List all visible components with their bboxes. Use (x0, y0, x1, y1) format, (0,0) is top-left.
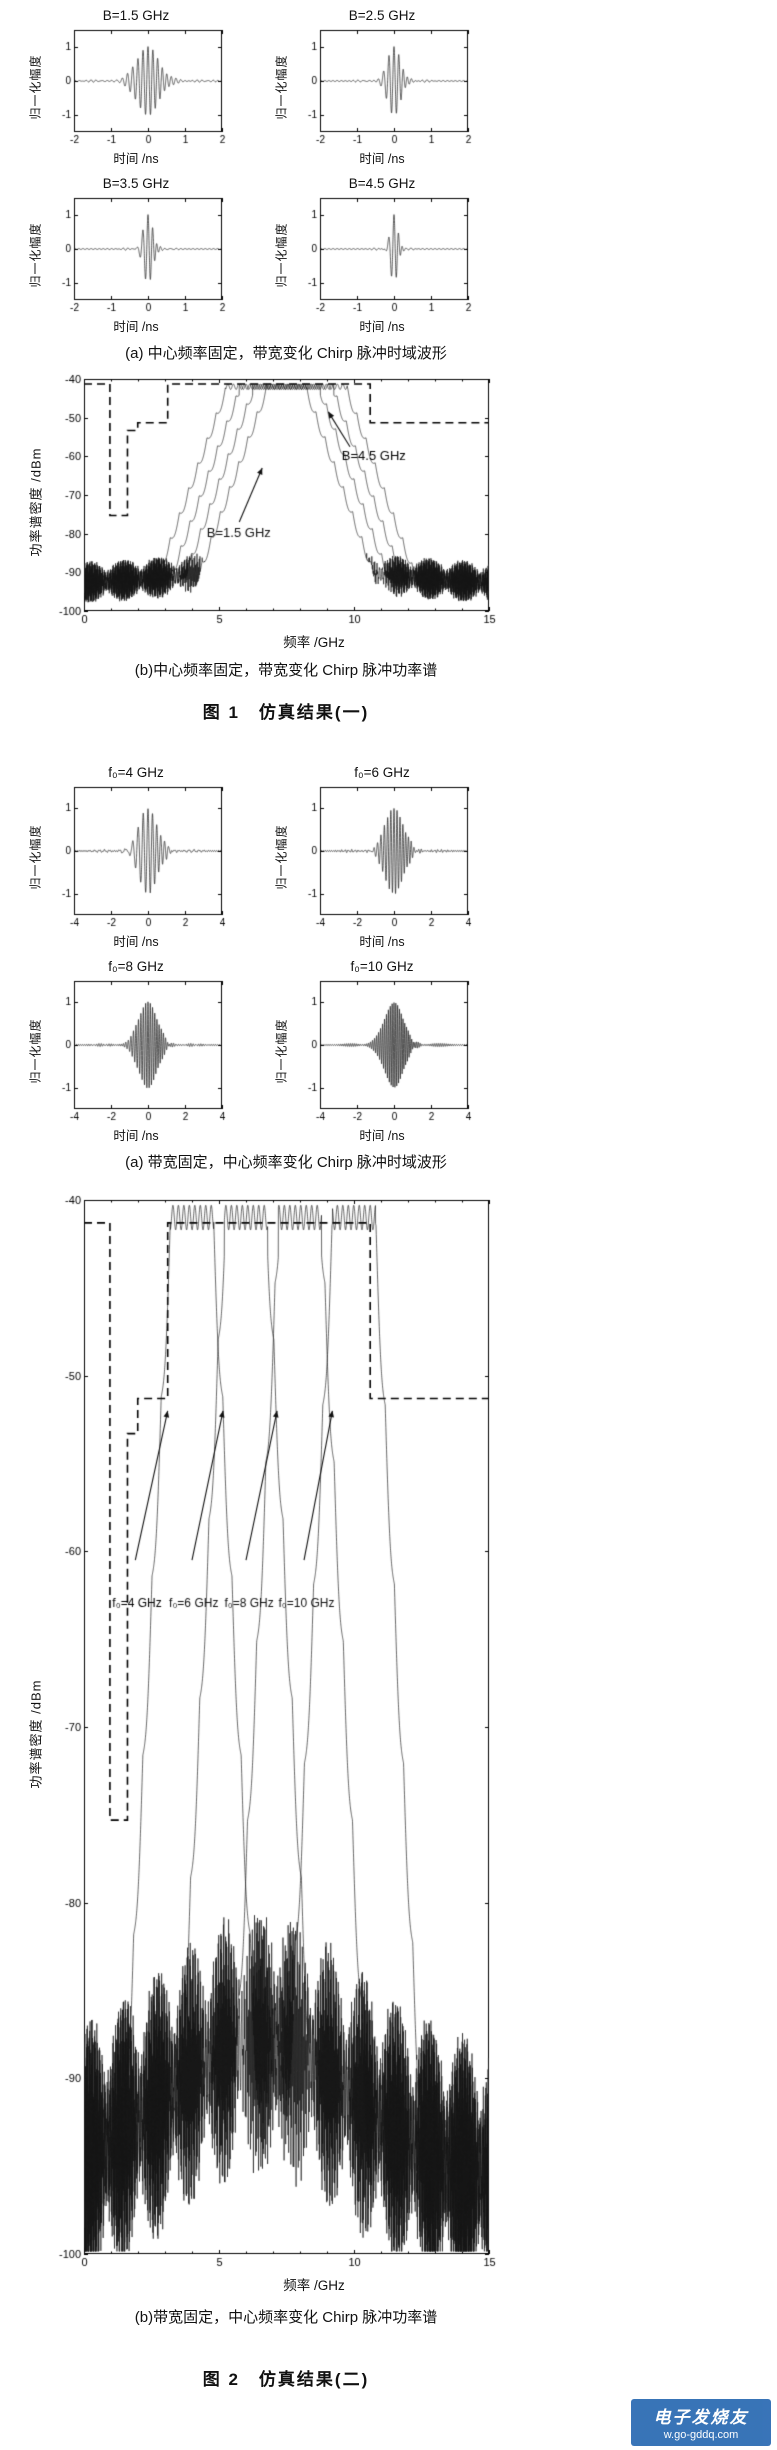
watermark-site-name: 电子发烧友 (653, 2408, 749, 2427)
fig2a-subplot-1: f₀=4 GHz 归一化幅度 时间 /ns (26, 765, 228, 949)
fig2a-subplot-1-plot: 归一化幅度 (26, 783, 228, 931)
fig2a-subplot-3-title: f₀=8 GHz (108, 959, 164, 974)
fig1a-subplot-4: B=4.5 GHz 归一化幅度 时间 /ns (272, 176, 474, 334)
fig2a-subplot-1-ylabel: 归一化幅度 (28, 824, 43, 890)
fig1a-subplot-1: B=1.5 GHz 归一化幅度 时间 /ns (26, 8, 228, 166)
watermark: 电子发烧友 w.go-gddq.com (631, 2399, 771, 2446)
fig1a-subplot-2-ylabel: 归一化幅度 (274, 54, 289, 120)
fig1a-subplot-2-ylabel-wrap: 归一化幅度 (272, 26, 290, 148)
fig2a-subplot-4-title: f₀=10 GHz (350, 959, 414, 974)
fig2a-subplot-1-ylabel-wrap: 归一化幅度 (26, 783, 44, 931)
fig2a-subplot-4-xlabel: 时间 /ns (359, 1129, 405, 1143)
fig1a-subplot-1-title: B=1.5 GHz (102, 8, 170, 23)
fig1b-ylabel: 功率谱密度 /dBm (28, 447, 44, 557)
fig2b-ylabel: 功率谱密度 /dBm (28, 1679, 44, 1789)
fig2a-subplot-1-title: f₀=4 GHz (108, 765, 164, 780)
fig1a-subplot-1-ylabel-wrap: 归一化幅度 (26, 26, 44, 148)
fig1b-xlabel: 频率 /GHz (283, 635, 345, 650)
fig1a-subplot-4-xlabel: 时间 /ns (359, 320, 405, 334)
fig1a-subplot-4-plot: 归一化幅度 (272, 194, 474, 316)
fig2a-subplot-4-ylabel: 归一化幅度 (274, 1018, 289, 1084)
fig2a-subplot-3-xlabel: 时间 /ns (113, 1129, 159, 1143)
fig2a-subplot-2-plot: 归一化幅度 (272, 783, 474, 931)
fig2a-subplot-2: f₀=6 GHz 归一化幅度 时间 /ns (272, 765, 474, 949)
fig1a-subplot-4-canvas (290, 194, 474, 316)
fig2-caption-b: (b)带宽固定，中心频率变化 Chirp 脉冲功率谱 (134, 2309, 438, 2326)
fig1a-subplot-2-xlabel: 时间 /ns (359, 152, 405, 166)
fig1a-subplot-4-ylabel-wrap: 归一化幅度 (272, 194, 290, 316)
fig2a-subplot-3-plot: 归一化幅度 (26, 977, 228, 1125)
fig1a-subplot-4-title: B=4.5 GHz (348, 176, 416, 191)
fig2a-subplot-3-ylabel: 归一化幅度 (28, 1018, 43, 1084)
fig1a-subplot-1-xlabel: 时间 /ns (113, 152, 159, 166)
fig1a-subplot-1-plot: 归一化幅度 (26, 26, 228, 148)
fig1b-ylabel-wrap: 功率谱密度 /dBm (26, 373, 44, 631)
fig1a-subplot-2-canvas (290, 26, 474, 148)
fig2a-subplot-1-canvas (44, 783, 228, 931)
fig2a-subplot-4-canvas (290, 977, 474, 1125)
fig1a-subplot-4-ylabel: 归一化幅度 (274, 222, 289, 288)
fig1a-subplot-grid: B=1.5 GHz 归一化幅度 时间 /ns B=2.5 GHz 归一化幅度 时… (26, 8, 560, 334)
fig2a-subplot-3: f₀=8 GHz 归一化幅度 时间 /ns (26, 959, 228, 1143)
fig2a-subplot-4-ylabel-wrap: 归一化幅度 (272, 977, 290, 1125)
fig2a-subplot-2-ylabel-wrap: 归一化幅度 (272, 783, 290, 931)
fig1a-subplot-3-title: B=3.5 GHz (102, 176, 170, 191)
figure-column: B=1.5 GHz 归一化幅度 时间 /ns B=2.5 GHz 归一化幅度 时… (26, 8, 560, 2389)
fig1b-psd-row: 功率谱密度 /dBm (26, 373, 560, 631)
fig1a-subplot-2: B=2.5 GHz 归一化幅度 时间 /ns (272, 8, 474, 166)
fig1b-psd-plot: 功率谱密度 /dBm 频率 /GHz (26, 373, 560, 650)
fig2b-ylabel-wrap: 功率谱密度 /dBm (26, 1194, 44, 2274)
fig2a-subplot-2-canvas (290, 783, 474, 931)
fig2-caption-a: (a) 带宽固定，中心频率变化 Chirp 脉冲时域波形 (125, 1154, 447, 1171)
fig2a-subplot-3-ylabel-wrap: 归一化幅度 (26, 977, 44, 1125)
fig1a-subplot-3-ylabel-wrap: 归一化幅度 (26, 194, 44, 316)
fig1a-subplot-1-canvas (44, 26, 228, 148)
fig1-caption-b: (b)中心频率固定，带宽变化 Chirp 脉冲功率谱 (134, 662, 438, 679)
fig1-caption-a: (a) 中心频率固定，带宽变化 Chirp 脉冲时域波形 (125, 345, 447, 362)
fig2a-subplot-4-plot: 归一化幅度 (272, 977, 474, 1125)
fig1a-subplot-2-plot: 归一化幅度 (272, 26, 474, 148)
fig1a-subplot-3-plot: 归一化幅度 (26, 194, 228, 316)
fig2a-subplot-2-ylabel: 归一化幅度 (274, 824, 289, 890)
fig2a-subplot-1-xlabel: 时间 /ns (113, 935, 159, 949)
fig2a-subplot-3-canvas (44, 977, 228, 1125)
fig2b-psd-plot: 功率谱密度 /dBm 频率 /GHz (26, 1194, 560, 2293)
fig1b-psd-canvas (44, 373, 499, 631)
fig1a-subplot-3-xlabel: 时间 /ns (113, 320, 159, 334)
fig2b-psd-row: 功率谱密度 /dBm (26, 1194, 560, 2274)
fig2b-xlabel: 频率 /GHz (283, 2278, 345, 2293)
fig2a-subplot-grid: f₀=4 GHz 归一化幅度 时间 /ns f₀=6 GHz 归一化幅度 时间 … (26, 765, 560, 1143)
watermark-url: w.go-gddq.com (663, 2429, 739, 2441)
fig1a-subplot-3-ylabel: 归一化幅度 (28, 222, 43, 288)
fig2b-psd-canvas (44, 1194, 499, 2274)
fig2a-subplot-2-title: f₀=6 GHz (354, 765, 410, 780)
fig1a-subplot-3: B=3.5 GHz 归一化幅度 时间 /ns (26, 176, 228, 334)
fig2-title: 图 2 仿真结果(二) (202, 2370, 370, 2389)
fig2a-subplot-2-xlabel: 时间 /ns (359, 935, 405, 949)
fig1a-subplot-2-title: B=2.5 GHz (348, 8, 416, 23)
fig1a-subplot-3-canvas (44, 194, 228, 316)
fig2a-subplot-4: f₀=10 GHz 归一化幅度 时间 /ns (272, 959, 474, 1143)
fig1-title: 图 1 仿真结果(一) (202, 703, 370, 722)
fig1a-subplot-1-ylabel: 归一化幅度 (28, 54, 43, 120)
